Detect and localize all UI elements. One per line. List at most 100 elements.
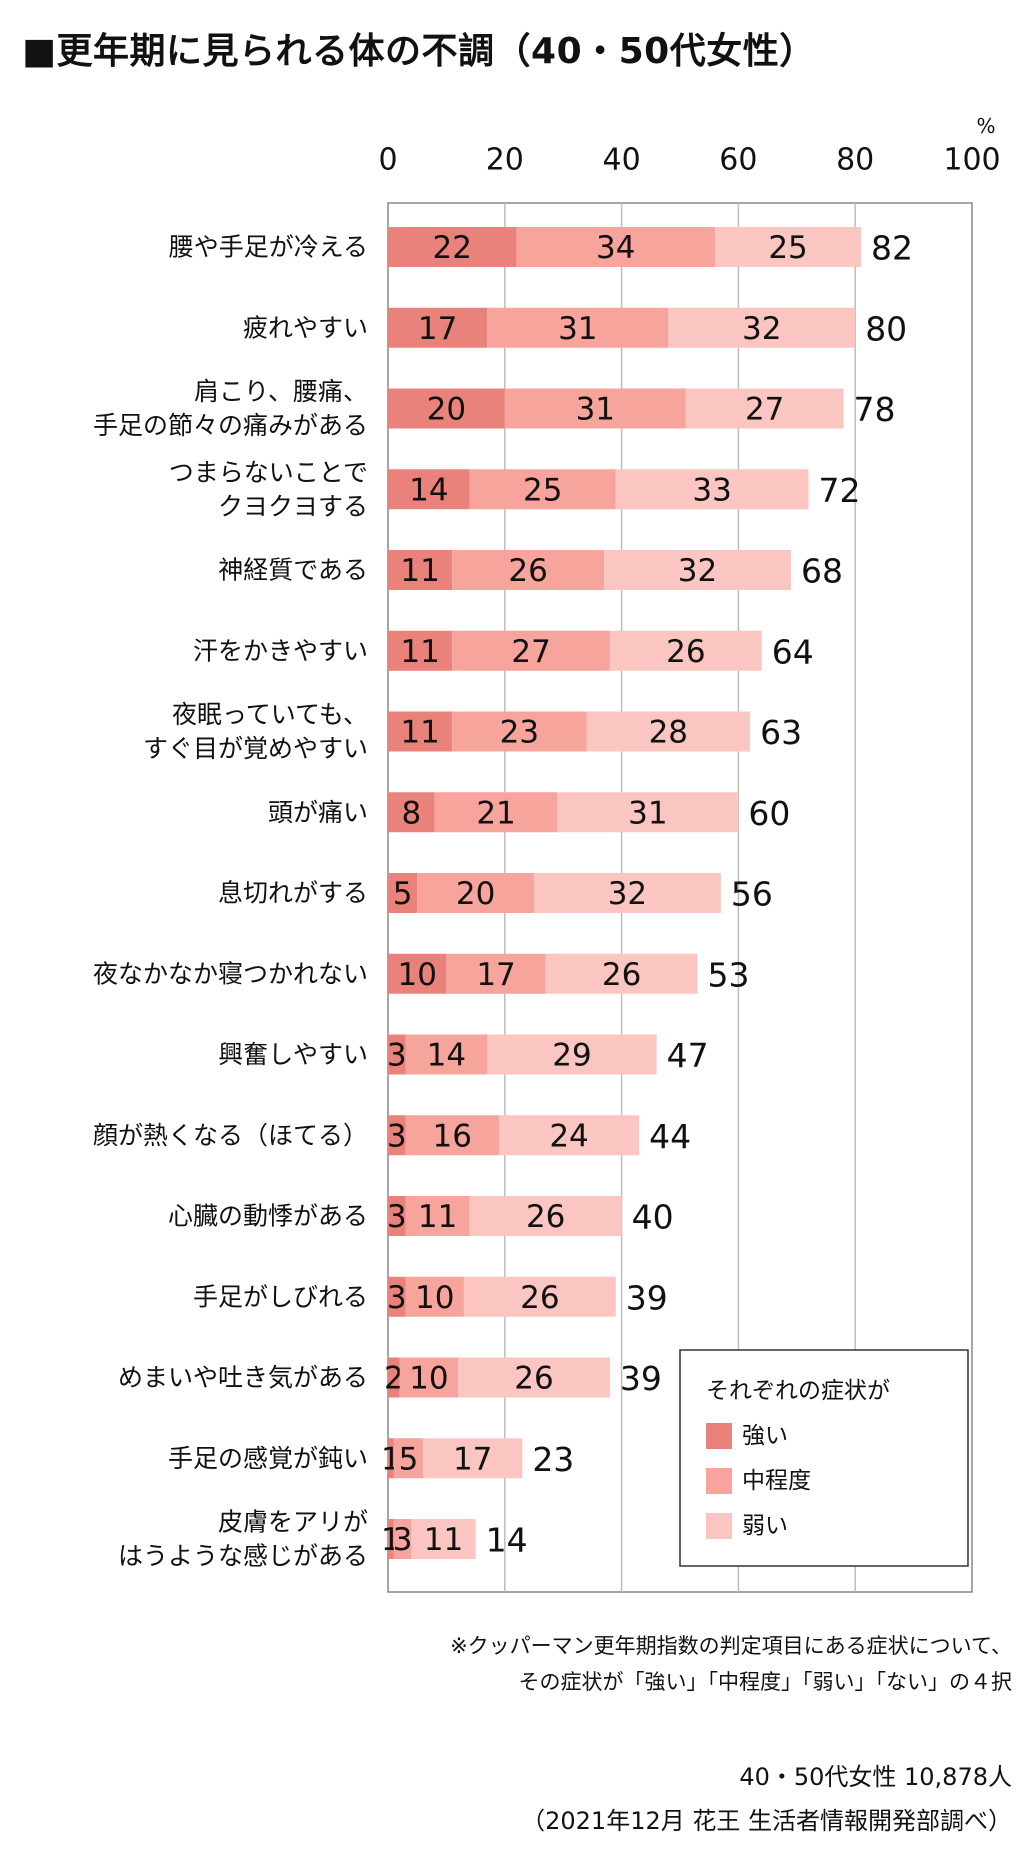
bar-moderate <box>516 227 716 267</box>
bar-moderate <box>393 1438 424 1479</box>
total-label: 64 <box>772 632 814 671</box>
data-label: 34 <box>596 230 635 266</box>
bar-weak <box>586 711 751 752</box>
category-label: 手足の感覚が鈍い <box>168 1444 368 1473</box>
bar-moderate <box>405 1196 470 1236</box>
total-label: 53 <box>708 955 750 994</box>
bar-moderate <box>469 469 616 510</box>
legend-swatch <box>706 1513 732 1539</box>
data-label: 26 <box>508 553 547 589</box>
total-label: 47 <box>667 1036 709 1075</box>
bar-moderate <box>452 630 610 671</box>
total-label: 78 <box>854 390 896 429</box>
footer-sample: 40・50代女性 10,878人 <box>739 1763 1012 1791</box>
bar-strong <box>388 953 447 994</box>
data-label: 32 <box>608 876 647 912</box>
data-label: 17 <box>453 1441 492 1477</box>
data-label: 32 <box>678 553 717 589</box>
survey-note: ※クッパーマン更年期指数の判定項目にある症状について、 その症状が「強い」「中程… <box>450 1628 1012 1700</box>
bar-strong <box>388 1276 406 1317</box>
data-label: 25 <box>768 230 807 266</box>
category-label: 興奮しやすい <box>218 1040 368 1069</box>
bar-weak <box>411 1519 476 1559</box>
bar-moderate <box>434 792 558 833</box>
data-label: 29 <box>552 1038 591 1074</box>
category-label: すぐ目が覚めやすい <box>143 734 368 763</box>
total-label: 39 <box>626 1278 668 1317</box>
legend-title: それぞれの症状が <box>706 1378 890 1404</box>
bar-strong <box>388 1519 394 1559</box>
data-label: 5 <box>399 1441 419 1477</box>
chart-title: ■更年期に見られる体の不調（40・50代女性） <box>22 31 816 72</box>
bar-moderate <box>487 307 669 348</box>
data-label: 5 <box>393 876 413 912</box>
note-line-2: その症状が「強い」「中程度」「弱い」「ない」の４択 <box>518 1670 1013 1694</box>
total-label: 72 <box>818 471 860 510</box>
total-label: 56 <box>731 875 773 914</box>
bar-weak <box>469 1196 622 1236</box>
bar-weak <box>498 1115 640 1156</box>
legend-label: 強い <box>742 1423 788 1449</box>
data-label: 2 <box>384 1361 404 1397</box>
data-label: 32 <box>742 311 781 347</box>
bar-moderate <box>452 550 605 590</box>
data-label: 14 <box>427 1038 466 1074</box>
data-label: 3 <box>387 1118 407 1154</box>
legend-swatch <box>706 1423 732 1449</box>
total-label: 68 <box>801 552 843 591</box>
total-label: 40 <box>632 1198 674 1237</box>
bar-weak <box>609 630 762 671</box>
data-label: 26 <box>666 634 705 670</box>
bar-weak <box>615 469 809 510</box>
category-label: 疲れやすい <box>243 313 368 342</box>
data-label: 26 <box>526 1199 565 1235</box>
bar-moderate <box>452 711 587 752</box>
data-label: 33 <box>692 472 731 508</box>
data-label: 3 <box>393 1522 413 1558</box>
total-label: 14 <box>486 1521 528 1560</box>
data-label: 3 <box>387 1038 407 1074</box>
data-label: 21 <box>476 795 515 831</box>
bar-weak <box>685 388 844 429</box>
category-label: 頭が痛い <box>268 798 368 827</box>
bar-strong <box>388 1357 400 1398</box>
x-tick-label: 40 <box>603 143 641 178</box>
bar-moderate <box>417 873 534 913</box>
category-label: 心臓の動悸がある <box>168 1202 368 1231</box>
bar-strong <box>388 227 517 267</box>
bar-weak <box>604 550 791 590</box>
legend-swatch <box>706 1468 732 1494</box>
legend-label: 弱い <box>742 1513 788 1539</box>
data-label: 20 <box>456 876 495 912</box>
x-tick-label: 60 <box>719 143 757 178</box>
bar-strong <box>388 388 505 429</box>
category-label: 息切れがする <box>218 879 368 908</box>
bar-strong <box>388 873 418 913</box>
x-tick-label: 100 <box>943 143 1000 178</box>
bar-strong <box>388 792 435 833</box>
category-label: 夜なかなか寝つかれない <box>93 959 368 988</box>
bar-moderate <box>504 388 686 429</box>
data-label: 3 <box>387 1199 407 1235</box>
category-label: 腰や手足が冷える <box>169 233 368 262</box>
x-tick-label: 20 <box>486 143 524 178</box>
data-label: 20 <box>427 392 466 428</box>
bar-weak <box>423 1438 523 1479</box>
data-label: 26 <box>514 1361 553 1397</box>
data-label: 10 <box>415 1280 454 1316</box>
bar-weak <box>534 873 721 913</box>
data-label: 22 <box>433 230 472 266</box>
data-label: 11 <box>400 553 439 589</box>
bar-moderate <box>405 1115 499 1156</box>
bar-strong <box>388 469 470 510</box>
bar-strong <box>388 307 488 348</box>
bar-moderate <box>446 953 546 994</box>
total-label: 80 <box>865 309 907 348</box>
bar-strong <box>388 1115 406 1156</box>
category-label: クヨクヨする <box>218 492 368 521</box>
category-label: つまらないことで <box>169 458 368 487</box>
data-label: 25 <box>523 472 562 508</box>
bar-weak <box>463 1276 616 1317</box>
bar-strong <box>388 630 453 671</box>
